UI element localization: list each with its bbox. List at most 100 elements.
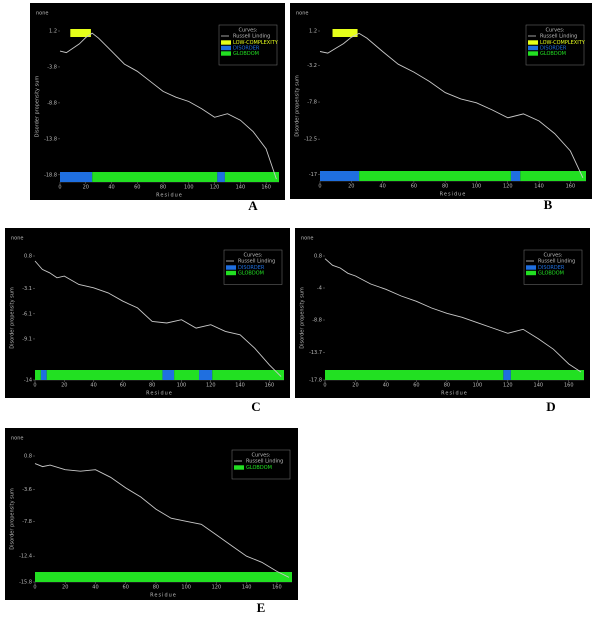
x-tick-label: 140 xyxy=(235,383,245,389)
x-axis-label: Residue xyxy=(146,391,173,397)
region-bar xyxy=(217,172,225,182)
legend-label: DISORDER xyxy=(540,46,567,52)
data-line xyxy=(59,32,277,180)
x-tick-label: 60 xyxy=(411,184,417,190)
region-bar xyxy=(520,171,586,181)
region-bar xyxy=(35,370,41,380)
x-tick-label: 20 xyxy=(62,585,68,591)
legend-label: LOW-COMPLEXITY xyxy=(540,40,586,46)
x-tick-label: 120 xyxy=(212,585,222,591)
region-bar xyxy=(70,29,91,37)
x-tick-label: 140 xyxy=(236,185,246,191)
x-tick-label: 120 xyxy=(206,383,216,389)
x-tick-label: 60 xyxy=(413,383,419,389)
legend-swatch xyxy=(226,270,236,276)
legend-swatch xyxy=(528,51,538,56)
region-bar xyxy=(320,171,360,181)
data-line xyxy=(319,32,584,178)
x-axis-label: Residue xyxy=(441,391,468,397)
legend-label: Russell Linding xyxy=(238,259,275,265)
data-line xyxy=(34,463,290,578)
region-bar xyxy=(92,172,218,182)
legend-label: GLOBDOM xyxy=(540,51,566,57)
region-bar xyxy=(212,370,284,380)
legend-label: DISORDER xyxy=(233,46,260,52)
legend-title: Curves: xyxy=(243,253,262,259)
x-tick-label: 160 xyxy=(265,383,275,389)
legend-swatch xyxy=(528,40,538,45)
x-tick-label: 80 xyxy=(444,383,450,389)
x-tick-label: 100 xyxy=(472,184,482,190)
y-tick-label: -12.4 xyxy=(19,554,32,560)
x-axis-label: Residue xyxy=(150,593,177,599)
region-bar xyxy=(332,29,358,37)
region-bar xyxy=(174,370,200,380)
y-tick-label: -3.1 xyxy=(22,286,32,292)
x-tick-label: 80 xyxy=(153,585,159,591)
y-tick-label: -15.8 xyxy=(19,580,32,586)
region-bar xyxy=(503,370,511,380)
x-tick-label: 0 xyxy=(58,185,61,191)
y-tick-label: -7.8 xyxy=(307,100,317,106)
x-tick-label: 160 xyxy=(566,184,576,190)
x-tick-label: 140 xyxy=(534,184,544,190)
legend-title: Curves: xyxy=(545,28,564,34)
x-tick-label: 80 xyxy=(160,185,166,191)
legend-swatch xyxy=(226,265,236,270)
y-tick-label: -12.5 xyxy=(304,137,317,143)
y-axis-label: Disorder propensity sum xyxy=(10,287,16,349)
x-tick-label: 60 xyxy=(123,585,129,591)
x-tick-label: 40 xyxy=(108,185,114,191)
legend-box xyxy=(218,24,278,66)
x-axis-label: Residue xyxy=(440,192,467,198)
y-tick-label: -14 xyxy=(24,378,32,384)
y-tick-label: -6.1 xyxy=(22,311,32,317)
x-tick-label: 40 xyxy=(90,383,96,389)
x-tick-label: 80 xyxy=(149,383,155,389)
legend-box xyxy=(525,24,585,66)
y-tick-label: 1.2 xyxy=(309,29,317,35)
y-tick-label: -3.8 xyxy=(47,64,57,70)
chart-title: none xyxy=(296,11,308,17)
y-tick-label: -3.2 xyxy=(307,63,317,69)
x-tick-label: 100 xyxy=(473,383,483,389)
data-line xyxy=(34,260,282,377)
region-bar xyxy=(359,171,511,181)
x-tick-label: 160 xyxy=(272,585,282,591)
y-tick-label: -3.6 xyxy=(22,487,32,493)
region-bar xyxy=(46,370,163,380)
legend-label: GLOBDOM xyxy=(238,271,264,277)
y-tick-label: -17.8 xyxy=(309,378,322,384)
x-tick-label: 100 xyxy=(177,383,187,389)
x-tick-label: 0 xyxy=(33,585,36,591)
y-tick-label: -9.1 xyxy=(22,336,32,342)
x-tick-label: 60 xyxy=(120,383,126,389)
legend-swatch xyxy=(234,465,244,470)
y-tick-label: 0.8 xyxy=(314,254,322,260)
legend-swatch xyxy=(221,40,231,45)
y-tick-label: -7.8 xyxy=(22,519,32,525)
region-bar xyxy=(40,370,47,380)
x-tick-label: 0 xyxy=(318,184,321,190)
legend-label: DISORDER xyxy=(538,265,565,271)
y-tick-label: -8.8 xyxy=(47,100,57,106)
legend-box xyxy=(231,449,291,480)
x-tick-label: 80 xyxy=(442,184,448,190)
region-bar xyxy=(162,370,175,380)
panel-label: B xyxy=(544,197,553,212)
x-tick-label: 20 xyxy=(83,185,89,191)
y-tick-label: -17 xyxy=(309,172,317,178)
y-tick-label: -13.7 xyxy=(309,350,322,356)
y-tick-label: -18.8 xyxy=(44,172,57,178)
x-tick-label: 0 xyxy=(33,383,36,389)
y-tick-label: 0.8 xyxy=(24,254,32,260)
region-bar xyxy=(510,171,521,181)
x-tick-label: 160 xyxy=(261,185,271,191)
panel-label: A xyxy=(248,198,258,213)
x-tick-label: 40 xyxy=(383,383,389,389)
legend-swatch xyxy=(528,45,538,51)
panel-label: C xyxy=(251,399,260,414)
legend-label: GLOBDOM xyxy=(538,271,564,277)
x-tick-label: 100 xyxy=(184,185,194,191)
data-line xyxy=(324,258,582,373)
